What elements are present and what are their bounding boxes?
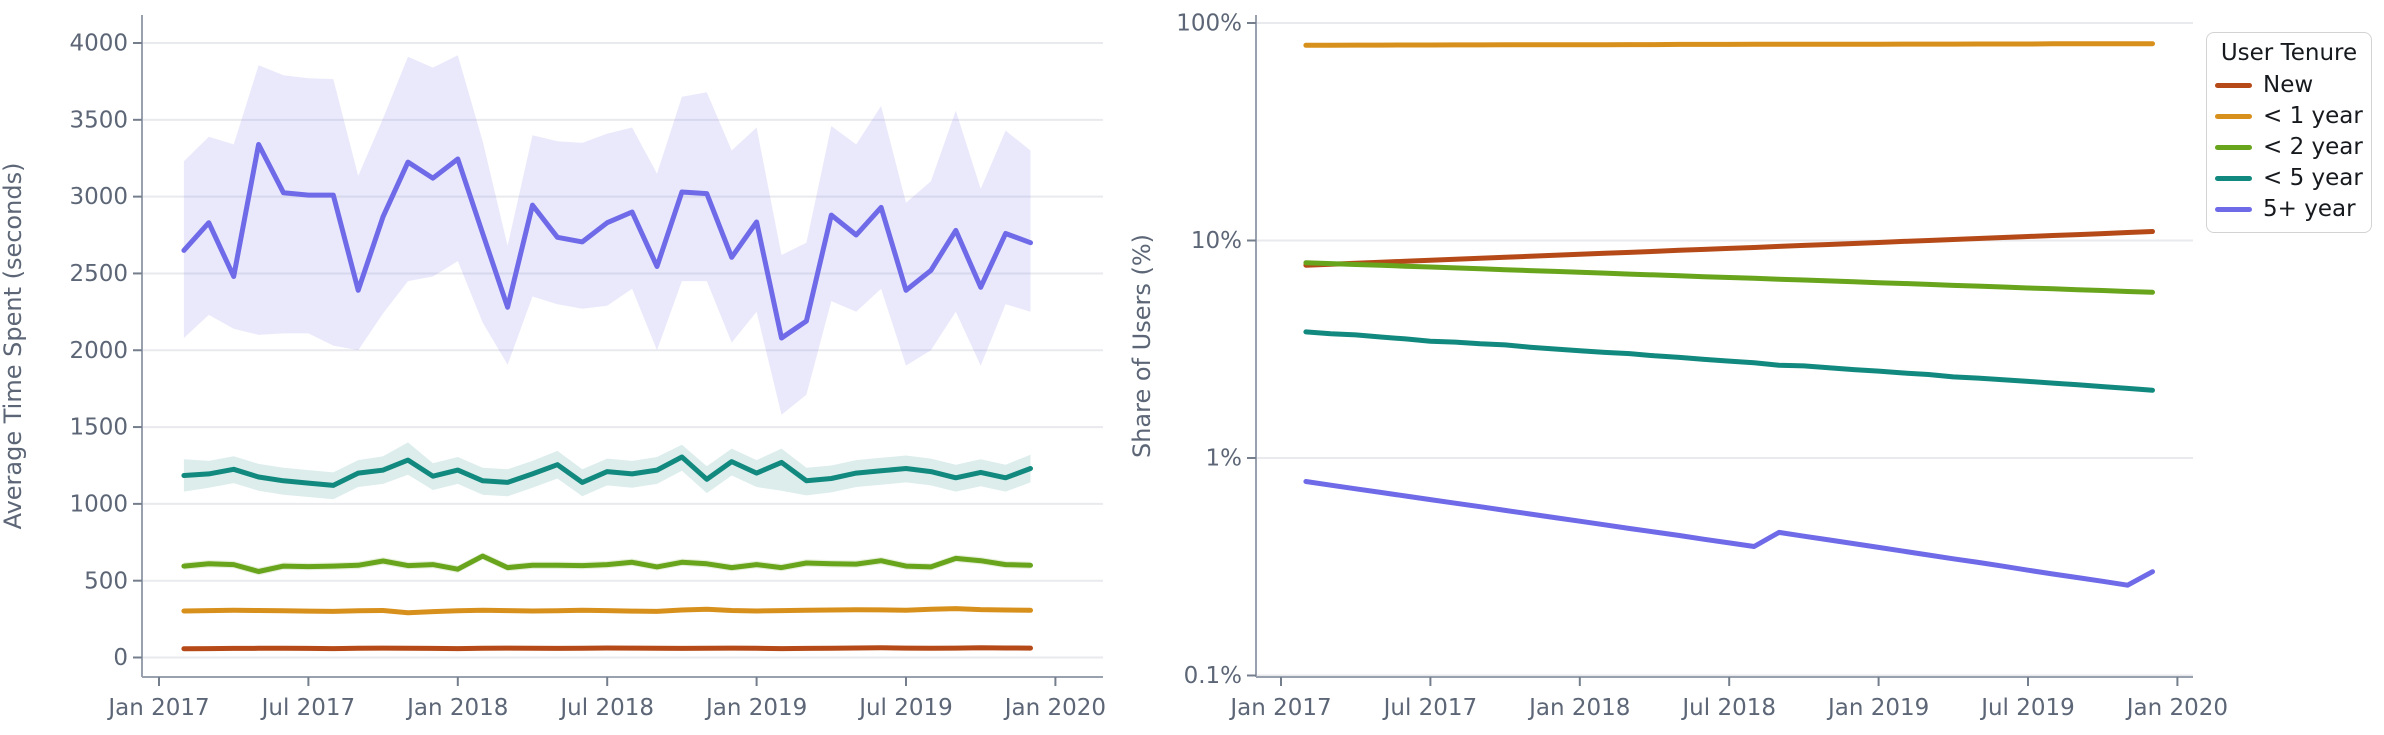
legend-item: New <box>2215 70 2363 101</box>
legend-item-label: < 2 year <box>2263 134 2363 160</box>
x-tick-label: Jan 2020 <box>1003 695 1106 721</box>
legend-item: < 5 year <box>2215 163 2363 194</box>
legend-item-label: 5+ year <box>2263 196 2356 222</box>
y-tick-label: 500 <box>84 568 128 594</box>
legend-item: 5+ year <box>2215 194 2363 225</box>
legend-line-swatch <box>2215 207 2252 212</box>
x-tick-label: Jul 2019 <box>857 695 953 721</box>
line-1year <box>181 606 1033 616</box>
y-tick-label: 1% <box>1206 446 1243 472</box>
legend-item: < 1 year <box>2215 101 2363 132</box>
x-tick-label: Jul 2017 <box>260 695 356 721</box>
x-tick-label: Jan 2019 <box>1826 695 1929 721</box>
x-tick-label: Jan 2019 <box>704 695 807 721</box>
chart-share-of-users: 0.1% 1% 10% 100% Jan 2017 Jul 2017 Jan 2018 Jul… <box>1128 11 2228 721</box>
y-tick-label: 2000 <box>69 338 128 364</box>
line-1year <box>1303 41 2155 48</box>
y-tick-label: 4000 <box>69 31 128 57</box>
x-tick-label: Jan 2018 <box>405 695 508 721</box>
y-tick-label: 1500 <box>69 415 128 441</box>
line-2year <box>1303 260 2155 295</box>
legend-line-swatch <box>2215 114 2252 119</box>
y-tick-label: 0 <box>113 645 128 671</box>
chart-avg-time-spent: 0 500 1000 1500 2000 2500 3000 3500 4000 Jan 2017… <box>0 15 1106 721</box>
y-tick-label: 3500 <box>69 107 128 133</box>
x-tick-label: Jul 2018 <box>1680 695 1776 721</box>
legend-item: < 2 year <box>2215 132 2363 163</box>
x-tick-label: Jan 2020 <box>2125 695 2228 721</box>
legend-items: New < 1 year < 2 year < 5 year 5+ year <box>2215 70 2363 225</box>
line-5year <box>1303 329 2155 393</box>
y-tick-label: 0.1% <box>1184 663 1242 689</box>
line-5+year <box>1303 479 2155 588</box>
x-tick-label: Jul 2019 <box>1979 695 2075 721</box>
y-axis-label: Average Time Spent (seconds) <box>0 163 27 530</box>
y-tick-label: 10% <box>1191 228 1242 254</box>
x-tick-label: Jan 2018 <box>1527 695 1630 721</box>
line-2year <box>181 553 1033 574</box>
legend-line-swatch <box>2215 176 2252 181</box>
line-5year <box>181 454 1033 488</box>
x-tick-label: Jul 2017 <box>1382 695 1478 721</box>
legend-user-tenure: User Tenure New < 1 year < 2 year < 5 year 5… <box>2206 32 2372 233</box>
y-tick-label: 1000 <box>69 491 128 517</box>
line-New <box>1303 229 2155 268</box>
y-tick-label: 3000 <box>69 184 128 210</box>
legend-line-swatch <box>2215 83 2252 88</box>
legend-item-label: < 5 year <box>2263 165 2363 191</box>
y-axis-label: Share of Users (%) <box>1128 234 1156 458</box>
x-tick-label: Jan 2017 <box>106 695 209 721</box>
legend-line-swatch <box>2215 145 2252 150</box>
y-tick-label: 100% <box>1176 11 1242 37</box>
x-tick-label: Jan 2017 <box>1228 695 1331 721</box>
legend-title: User Tenure <box>2220 40 2358 66</box>
legend-item-label: New <box>2263 72 2314 98</box>
x-tick-label: Jul 2018 <box>558 695 654 721</box>
y-tick-label: 2500 <box>69 261 128 287</box>
legend-item-label: < 1 year <box>2263 103 2363 129</box>
band-5+year <box>183 55 1031 415</box>
line-New <box>181 645 1033 652</box>
line-5+year <box>181 141 1033 341</box>
